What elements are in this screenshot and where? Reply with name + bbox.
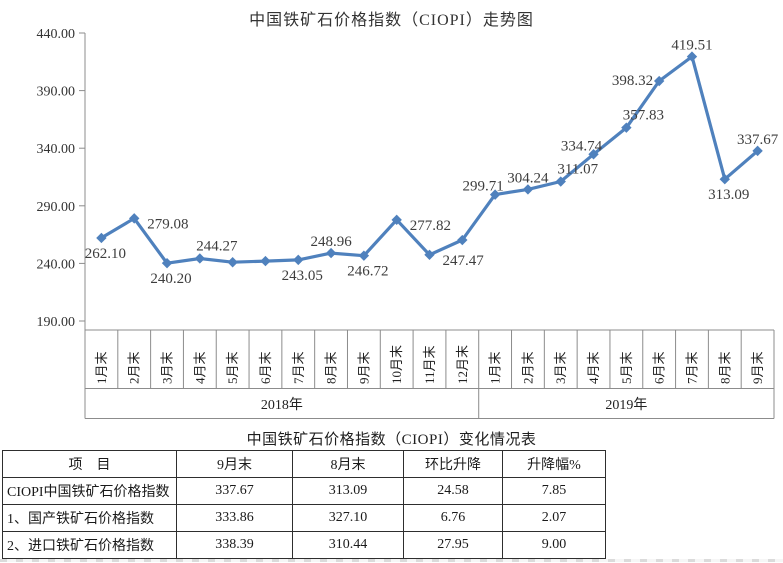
x-axis-month-label: 4月末 <box>586 351 601 384</box>
data-point-label: 248.96 <box>310 234 352 250</box>
data-point-label: 243.05 <box>282 268 323 284</box>
row-label-cell: 1、国产铁矿石价格指数 <box>2 504 177 532</box>
data-point-marker <box>522 184 534 195</box>
data-point-label: 279.08 <box>147 216 188 232</box>
x-axis-month-label: 9月末 <box>750 351 765 384</box>
data-point-marker <box>489 189 501 200</box>
row-label-cell: CIOPI中国铁矿石价格指数 <box>2 477 177 505</box>
value-cell: 24.58 <box>403 477 503 505</box>
table-title: 中国铁矿石价格指数（CIOPI）变化情况表 <box>246 432 537 448</box>
x-axis-month-label: 1月末 <box>94 351 109 384</box>
data-point-label: 262.10 <box>85 246 126 262</box>
x-axis-month-label: 3月末 <box>553 351 568 384</box>
data-point-marker <box>293 254 304 266</box>
x-axis-month-label: 8月末 <box>324 351 339 384</box>
row-label-cell: 2、进口铁矿石价格指数 <box>2 531 177 559</box>
y-axis-tick-label: 440.00 <box>37 27 76 42</box>
x-axis-month-label: 11月末 <box>422 345 437 384</box>
data-point-marker <box>161 257 173 269</box>
data-point-marker <box>457 234 468 246</box>
data-point-label: 313.09 <box>708 187 749 203</box>
value-cell: 9.00 <box>502 531 606 559</box>
data-point-marker <box>588 149 599 160</box>
data-point-marker <box>621 122 632 133</box>
data-point-label: 247.47 <box>443 253 485 269</box>
table-header-row: 项 目 9月末 8月末 环比升降 升降幅% <box>2 450 606 478</box>
value-cell: 327.10 <box>292 504 404 532</box>
data-point-marker <box>653 75 665 87</box>
x-axis-month-label: 2月末 <box>127 351 142 384</box>
ciopi-change-table: 项 目 9月末 8月末 环比升降 升降幅% CIOPI中国铁矿石价格指数 337.67 313… <box>2 450 606 559</box>
table-row: 1、国产铁矿石价格指数 333.86 327.10 6.76 2.07 <box>2 504 606 532</box>
table-header-cell: 项 目 <box>2 450 177 478</box>
value-cell: 310.44 <box>292 531 404 559</box>
data-point-label: 246.72 <box>347 264 388 280</box>
value-cell: 333.86 <box>176 504 293 532</box>
table-header-cell: 升降幅% <box>502 450 606 478</box>
data-point-marker <box>227 257 238 268</box>
value-cell: 27.95 <box>403 531 503 559</box>
ciopi-trend-line-chart: 440.00 390.00 340.00 290.00 240.00 190.00 1月末 2… <box>37 27 779 419</box>
data-point-marker <box>719 174 730 185</box>
data-point-label: 337.67 <box>737 132 779 148</box>
x-axis-month-label: 1月末 <box>488 351 503 384</box>
value-cell: 7.85 <box>502 477 606 505</box>
x-axis-month-label: 4月末 <box>192 351 207 384</box>
table-row: CIOPI中国铁矿石价格指数 337.67 313.09 24.58 7.85 <box>2 477 606 505</box>
value-cell: 2.07 <box>502 504 606 532</box>
data-point-marker <box>129 213 140 224</box>
table-header-cell: 8月末 <box>292 450 404 478</box>
table-row: 2、进口铁矿石价格指数 338.39 310.44 27.95 9.00 <box>2 531 606 559</box>
x-axis-month-label: 6月末 <box>652 351 667 384</box>
x-axis-month-label: 6月末 <box>258 351 273 384</box>
data-point-marker <box>424 249 435 260</box>
data-point-label: 334.74 <box>561 138 603 154</box>
cropped-next-row-edge <box>0 559 783 562</box>
x-axis-year-label: 2018年 <box>261 397 303 413</box>
y-axis-tick-label: 340.00 <box>37 142 76 157</box>
data-point-label: 304.24 <box>507 170 549 186</box>
table-header-cell: 环比升降 <box>403 450 503 478</box>
data-point-marker <box>358 250 370 261</box>
data-point-marker <box>260 255 271 267</box>
value-cell: 337.67 <box>176 477 293 505</box>
y-axis-tick-label: 290.00 <box>37 200 76 215</box>
data-point-label: 277.82 <box>410 218 451 234</box>
x-axis-month-label: 5月末 <box>225 351 240 384</box>
y-axis-tick-label: 390.00 <box>37 85 76 100</box>
data-point-label: 357.83 <box>623 108 664 124</box>
data-point-marker <box>391 214 402 226</box>
x-axis-month-label: 8月末 <box>717 351 732 384</box>
value-cell: 6.76 <box>403 504 503 532</box>
value-cell: 338.39 <box>176 531 293 559</box>
data-point-marker <box>325 247 337 259</box>
table-header-cell: 9月末 <box>176 450 293 478</box>
data-point-marker <box>96 232 107 244</box>
x-axis-month-label: 12月末 <box>455 345 470 384</box>
x-axis-month-label: 3月末 <box>160 351 175 384</box>
x-axis-month-label: 7月末 <box>684 351 699 384</box>
y-axis-tick-label: 240.00 <box>37 257 76 272</box>
data-point-label: 244.27 <box>196 238 238 254</box>
chart-title: 中国铁矿石价格指数（CIOPI）走势图 <box>249 12 534 29</box>
value-cell: 313.09 <box>292 477 404 505</box>
x-axis-year-label: 2019年 <box>605 397 647 413</box>
data-point-label: 398.32 <box>612 73 653 89</box>
x-axis-month-label: 2月末 <box>520 351 535 384</box>
data-point-label: 299.71 <box>462 179 503 195</box>
data-point-marker <box>752 145 763 157</box>
x-axis-month-label: 9月末 <box>356 351 371 384</box>
data-point-marker <box>194 253 206 264</box>
x-axis-month-label: 5月末 <box>619 351 634 384</box>
data-point-label: 311.07 <box>557 162 598 178</box>
x-axis-month-label: 10月末 <box>389 345 404 384</box>
data-point-label: 240.20 <box>150 271 191 287</box>
data-point-label: 419.51 <box>671 38 712 54</box>
data-point-marker <box>555 176 566 187</box>
data-point-marker <box>686 51 698 62</box>
x-axis-month-label: 7月末 <box>291 351 306 384</box>
y-axis-tick-label: 190.00 <box>37 315 76 330</box>
